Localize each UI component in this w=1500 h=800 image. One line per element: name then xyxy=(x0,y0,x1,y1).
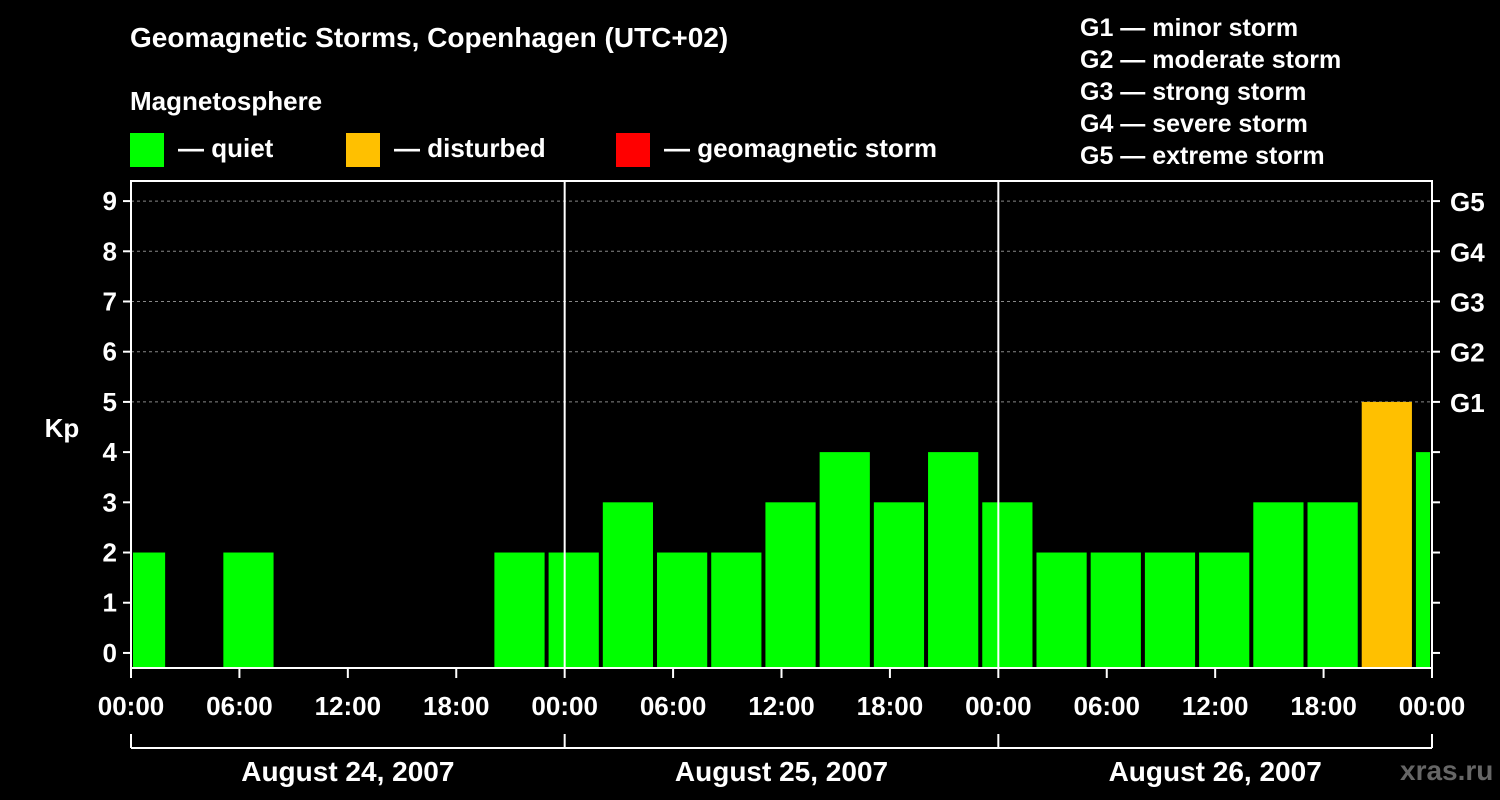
g-label-g5: G5 xyxy=(1450,187,1485,217)
day-label-1: August 25, 2007 xyxy=(675,756,888,787)
kp-bar-14 xyxy=(1144,552,1196,668)
y-tick-label-7: 7 xyxy=(103,286,117,316)
x-tick-label-10: 12:00 xyxy=(1182,691,1249,721)
y-tick-label-0: 0 xyxy=(103,638,117,668)
x-tick-label-5: 06:00 xyxy=(640,691,707,721)
x-tick-label-0: 00:00 xyxy=(98,691,165,721)
kp-bar-7 xyxy=(765,502,816,668)
y-tick-label-8: 8 xyxy=(103,236,117,266)
y-tick-label-6: 6 xyxy=(103,337,117,367)
x-tick-label-2: 12:00 xyxy=(315,691,382,721)
g-label-g1: G1 xyxy=(1450,388,1485,418)
legend-swatch-disturbed xyxy=(346,133,380,167)
x-tick-label-12: 00:00 xyxy=(1399,691,1466,721)
x-tick-label-1: 06:00 xyxy=(206,691,273,721)
y-tick-label-9: 9 xyxy=(103,186,117,216)
x-tick-label-7: 18:00 xyxy=(857,691,924,721)
y-tick-label-5: 5 xyxy=(103,387,117,417)
kp-bar-1 xyxy=(223,552,274,668)
y-tick-label-3: 3 xyxy=(103,487,117,517)
kp-bar-9 xyxy=(873,502,925,668)
x-tick-label-3: 18:00 xyxy=(423,691,490,721)
kp-bar-12 xyxy=(1036,552,1087,668)
kp-bar-16 xyxy=(1253,502,1304,668)
y-axis-label: Kp xyxy=(45,413,80,443)
g-legend-g3: G3 — strong storm xyxy=(1080,78,1307,106)
g-label-g3: G3 xyxy=(1450,287,1485,317)
legend-swatch-quiet xyxy=(130,133,164,167)
kp-bar-10 xyxy=(928,452,979,668)
y-tick-label-4: 4 xyxy=(103,437,118,467)
legend-swatch-storm xyxy=(616,133,650,167)
watermark: xras.ru xyxy=(1400,755,1494,786)
kp-bar-11 xyxy=(982,502,1033,668)
x-tick-label-8: 00:00 xyxy=(965,691,1032,721)
g-label-g2: G2 xyxy=(1450,338,1485,368)
g-legend-g2: G2 — moderate storm xyxy=(1080,46,1342,74)
x-tick-label-11: 18:00 xyxy=(1290,691,1357,721)
kp-bar-5 xyxy=(657,552,708,668)
y-tick-label-1: 1 xyxy=(103,588,117,618)
g-label-g4: G4 xyxy=(1450,237,1485,267)
legend-label-disturbed: — disturbed xyxy=(394,133,546,163)
kp-bar-15 xyxy=(1199,552,1250,668)
chart-title: Geomagnetic Storms, Copenhagen (UTC+02) xyxy=(130,22,729,53)
kp-bar-19 xyxy=(1415,452,1430,668)
g-legend-g1: G1 — minor storm xyxy=(1080,14,1299,42)
legend-label-quiet: — quiet xyxy=(178,133,274,163)
x-tick-label-4: 00:00 xyxy=(531,691,598,721)
g-legend-g4: G4 — severe storm xyxy=(1080,110,1308,138)
kp-bar-3 xyxy=(548,552,599,668)
x-tick-label-6: 12:00 xyxy=(748,691,815,721)
kp-bar-4 xyxy=(602,502,654,668)
x-tick-label-9: 06:00 xyxy=(1074,691,1141,721)
y-tick-label-2: 2 xyxy=(103,538,117,568)
kp-bar-0 xyxy=(133,552,166,668)
kp-bar-8 xyxy=(819,452,870,668)
kp-bar-13 xyxy=(1090,552,1141,668)
day-label-2: August 26, 2007 xyxy=(1109,756,1322,787)
kp-bar-17 xyxy=(1307,502,1358,668)
magnetosphere-label: Magnetosphere xyxy=(130,86,323,116)
day-label-0: August 24, 2007 xyxy=(241,756,454,787)
kp-bar-18 xyxy=(1361,401,1412,668)
legend-label-storm: — geomagnetic storm xyxy=(664,133,938,163)
kp-bar-2 xyxy=(494,552,545,668)
g-legend-g5: G5 — extreme storm xyxy=(1080,142,1325,170)
kp-bar-6 xyxy=(711,552,762,668)
